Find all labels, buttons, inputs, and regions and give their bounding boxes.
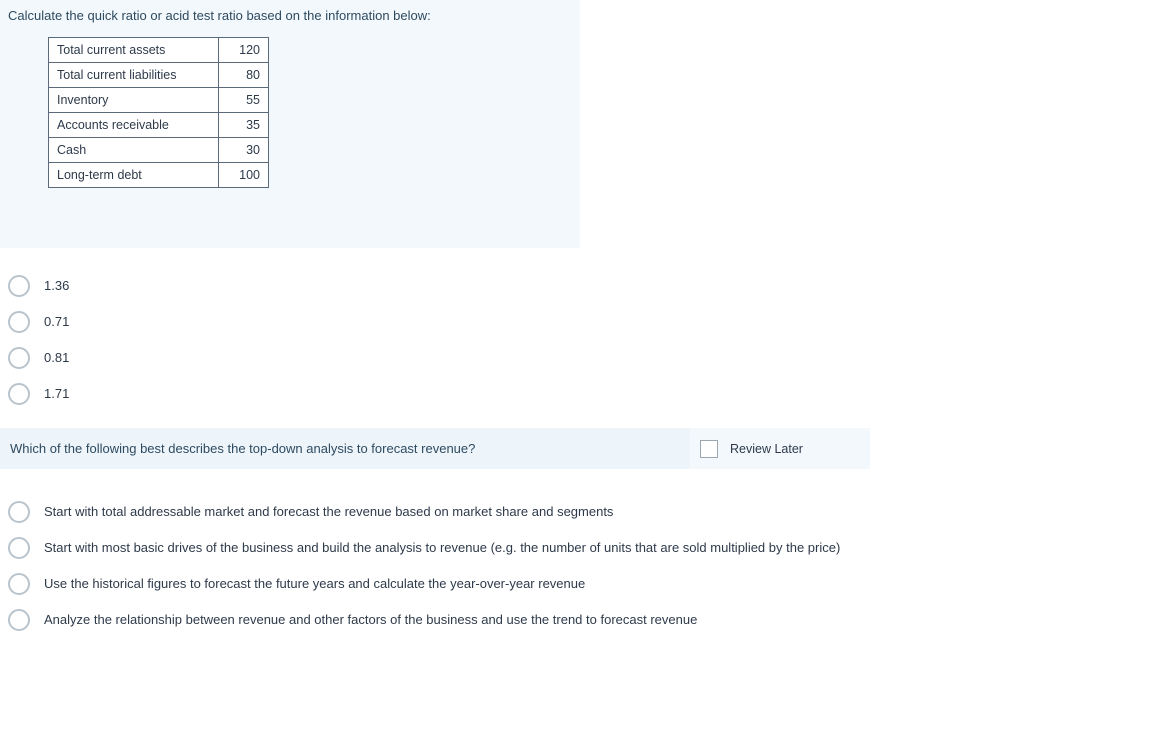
radio-icon[interactable]	[8, 347, 30, 369]
q1-option[interactable]: 1.36	[8, 268, 1152, 304]
radio-icon[interactable]	[8, 311, 30, 333]
radio-icon[interactable]	[8, 537, 30, 559]
table-row: Total current liabilities 80	[49, 63, 269, 88]
cell-value: 100	[219, 163, 269, 188]
q2-prompt: Which of the following best describes th…	[0, 428, 690, 469]
q1-options: 1.36 0.71 0.81 1.71	[0, 248, 1152, 422]
cell-value: 35	[219, 113, 269, 138]
table-row: Total current assets 120	[49, 38, 269, 63]
q1-prompt-text: Calculate the quick ratio or acid test r…	[8, 8, 431, 23]
option-label: 0.71	[44, 313, 69, 331]
review-later-label: Review Later	[730, 442, 803, 456]
q2-option[interactable]: Analyze the relationship between revenue…	[8, 605, 1152, 641]
cell-label: Total current assets	[49, 38, 219, 63]
review-later-box[interactable]: Review Later	[690, 428, 870, 469]
option-label: 1.36	[44, 277, 69, 295]
q2-options: Start with total addressable market and …	[0, 469, 1152, 661]
radio-icon[interactable]	[8, 609, 30, 631]
q2-option[interactable]: Start with most basic drives of the busi…	[8, 533, 1152, 569]
option-label: Start with most basic drives of the busi…	[44, 537, 840, 557]
cell-label: Total current liabilities	[49, 63, 219, 88]
table-row: Long-term debt 100	[49, 163, 269, 188]
q2-header: Which of the following best describes th…	[0, 428, 870, 469]
q2-option[interactable]: Use the historical figures to forecast t…	[8, 569, 1152, 605]
radio-icon[interactable]	[8, 573, 30, 595]
q1-data-table: Total current assets 120 Total current l…	[48, 37, 269, 188]
q1-prompt: Calculate the quick ratio or acid test r…	[0, 0, 580, 29]
cell-value: 120	[219, 38, 269, 63]
option-label: Analyze the relationship between revenue…	[44, 609, 697, 629]
table-row: Accounts receivable 35	[49, 113, 269, 138]
option-label: 0.81	[44, 349, 69, 367]
cell-label: Cash	[49, 138, 219, 163]
q1-option[interactable]: 0.81	[8, 340, 1152, 376]
cell-value: 30	[219, 138, 269, 163]
cell-value: 55	[219, 88, 269, 113]
option-label: Start with total addressable market and …	[44, 501, 613, 521]
cell-value: 80	[219, 63, 269, 88]
q1-option[interactable]: 0.71	[8, 304, 1152, 340]
q1-data-panel: Total current assets 120 Total current l…	[0, 29, 580, 248]
cell-label: Accounts receivable	[49, 113, 219, 138]
cell-label: Long-term debt	[49, 163, 219, 188]
radio-icon[interactable]	[8, 501, 30, 523]
table-row: Inventory 55	[49, 88, 269, 113]
option-label: Use the historical figures to forecast t…	[44, 573, 585, 593]
radio-icon[interactable]	[8, 275, 30, 297]
option-label: 1.71	[44, 385, 69, 403]
cell-label: Inventory	[49, 88, 219, 113]
q1-option[interactable]: 1.71	[8, 376, 1152, 412]
table-row: Cash 30	[49, 138, 269, 163]
q2-option[interactable]: Start with total addressable market and …	[8, 497, 1152, 533]
radio-icon[interactable]	[8, 383, 30, 405]
q2-prompt-text: Which of the following best describes th…	[10, 441, 475, 456]
checkbox-icon[interactable]	[700, 440, 718, 458]
